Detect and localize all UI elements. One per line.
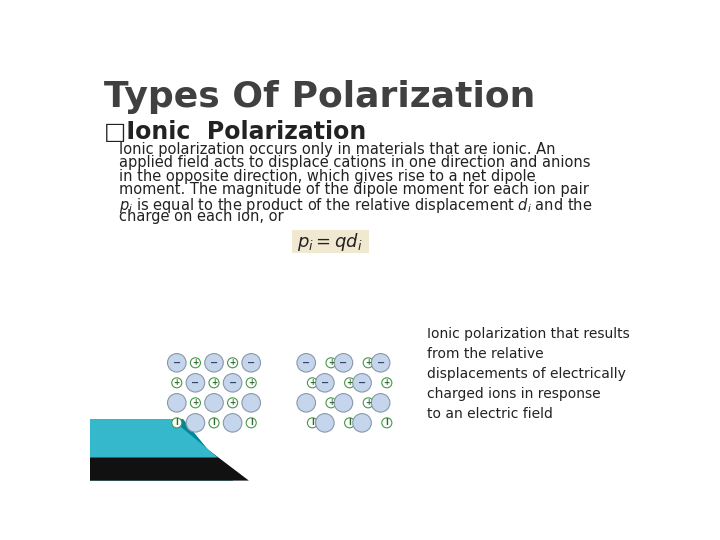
Text: +: + <box>230 399 235 407</box>
Circle shape <box>372 354 390 372</box>
Text: +: + <box>230 359 235 367</box>
Text: I: I <box>311 418 314 427</box>
Circle shape <box>228 358 238 368</box>
Text: $p_i$ is equal to the product of the relative displacement $d_i$ and the: $p_i$ is equal to the product of the rel… <box>120 195 593 215</box>
Text: −: − <box>210 358 218 368</box>
Text: −: − <box>358 378 366 388</box>
Circle shape <box>209 418 219 428</box>
Text: −: − <box>377 358 384 368</box>
Text: +: + <box>211 379 217 387</box>
Circle shape <box>223 414 242 432</box>
Text: in the opposite direction, which gives rise to a net dipole: in the opposite direction, which gives r… <box>120 168 536 184</box>
Circle shape <box>172 418 182 428</box>
Circle shape <box>307 418 318 428</box>
Circle shape <box>353 414 372 432</box>
Text: +: + <box>328 359 334 367</box>
Circle shape <box>186 414 204 432</box>
Text: Ionic polarization that results
from the relative
displacements of electrically
: Ionic polarization that results from the… <box>427 327 630 421</box>
Circle shape <box>223 374 242 392</box>
Text: Types Of Polarization: Types Of Polarization <box>104 80 536 114</box>
Circle shape <box>315 374 334 392</box>
Text: −: − <box>173 358 181 368</box>
Circle shape <box>297 394 315 412</box>
Text: +: + <box>174 379 180 387</box>
Text: +: + <box>192 359 199 367</box>
Text: −: − <box>339 358 348 368</box>
Text: I: I <box>250 418 253 427</box>
Circle shape <box>168 394 186 412</box>
Circle shape <box>326 398 336 408</box>
Text: −: − <box>247 358 256 368</box>
Text: moment. The magnitude of the dipole moment for each ion pair: moment. The magnitude of the dipole mome… <box>120 182 590 197</box>
Text: I: I <box>348 418 351 427</box>
Text: □Ionic  Polarization: □Ionic Polarization <box>104 120 366 144</box>
Polygon shape <box>90 419 218 457</box>
Text: +: + <box>365 359 372 367</box>
Text: charge on each ion, or: charge on each ion, or <box>120 209 284 224</box>
Circle shape <box>204 354 223 372</box>
Circle shape <box>372 394 390 412</box>
Circle shape <box>315 414 334 432</box>
Circle shape <box>242 354 261 372</box>
Circle shape <box>334 394 353 412</box>
Circle shape <box>345 378 355 388</box>
Text: +: + <box>384 379 390 387</box>
Text: I: I <box>385 418 388 427</box>
Circle shape <box>168 354 186 372</box>
Text: −: − <box>302 358 310 368</box>
Text: −: − <box>228 378 237 388</box>
Text: −: − <box>192 378 199 388</box>
Text: +: + <box>328 399 334 407</box>
Circle shape <box>190 398 200 408</box>
Text: +: + <box>192 399 199 407</box>
Text: I: I <box>176 418 179 427</box>
Text: +: + <box>365 399 372 407</box>
Circle shape <box>345 418 355 428</box>
Text: +: + <box>248 379 254 387</box>
Circle shape <box>172 378 182 388</box>
Polygon shape <box>90 448 249 481</box>
Circle shape <box>190 358 200 368</box>
Text: I: I <box>212 418 215 427</box>
Text: applied field acts to displace cations in one direction and anions: applied field acts to displace cations i… <box>120 156 591 170</box>
Circle shape <box>363 398 373 408</box>
Circle shape <box>363 358 373 368</box>
Circle shape <box>326 358 336 368</box>
Circle shape <box>307 378 318 388</box>
Circle shape <box>246 378 256 388</box>
Circle shape <box>209 378 219 388</box>
Polygon shape <box>90 419 233 481</box>
Text: Ionic polarization occurs only in materials that are ionic. An: Ionic polarization occurs only in materi… <box>120 142 556 157</box>
Circle shape <box>382 418 392 428</box>
Text: $p_i = qd_i$: $p_i = qd_i$ <box>297 231 363 253</box>
Circle shape <box>228 398 238 408</box>
Text: +: + <box>310 379 315 387</box>
Text: +: + <box>346 379 353 387</box>
Circle shape <box>334 354 353 372</box>
Text: −: − <box>321 378 329 388</box>
Circle shape <box>353 374 372 392</box>
Circle shape <box>297 354 315 372</box>
Circle shape <box>204 394 223 412</box>
Circle shape <box>242 394 261 412</box>
Circle shape <box>186 374 204 392</box>
Circle shape <box>382 378 392 388</box>
Circle shape <box>246 418 256 428</box>
FancyBboxPatch shape <box>292 231 369 253</box>
